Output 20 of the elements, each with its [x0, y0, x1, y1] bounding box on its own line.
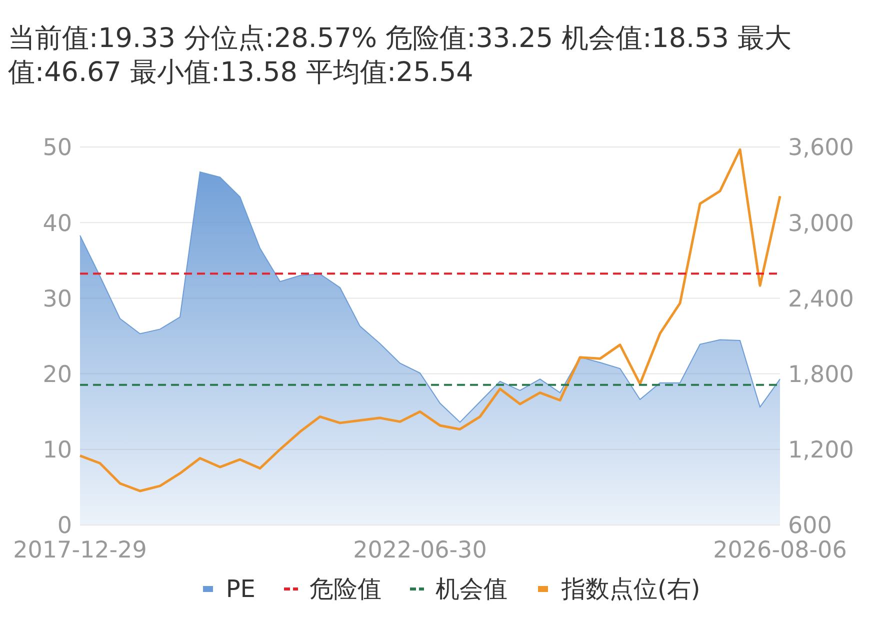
y-tick-label: 0 — [57, 513, 72, 540]
y2-tick-label: 600 — [788, 513, 832, 540]
y-tick-label: 20 — [42, 362, 72, 388]
y2-tick-label: 1,200 — [788, 438, 854, 464]
legend-label: 危险值 — [308, 574, 382, 605]
y-tick-label: 30 — [42, 286, 72, 312]
x-tick-label: 2017-12-29 — [13, 537, 147, 564]
legend-label: 机会值 — [434, 574, 508, 605]
x-tick-label: 2022-06-30 — [353, 537, 487, 564]
y2-tick-label: 2,400 — [788, 286, 854, 312]
legend-label: PE — [224, 574, 256, 605]
x-tick-label: 2026-08-06 — [713, 537, 847, 564]
y2-tick-label: 3,600 — [788, 135, 854, 162]
y-tick-label: 10 — [42, 438, 72, 464]
y-tick-label: 50 — [42, 135, 72, 162]
y-tick-label: 40 — [42, 210, 72, 237]
chart-title: 当前值:19.33 分位点:28.57% 危险值:33.25 机会值:18.53 最大值:46.67 最小值:13.58 平均值:25.54 — [8, 22, 793, 90]
y2-tick-label: 3,000 — [788, 210, 854, 237]
legend-label: 指数点位(右) — [560, 574, 700, 605]
y2-tick-label: 1,800 — [788, 362, 854, 388]
